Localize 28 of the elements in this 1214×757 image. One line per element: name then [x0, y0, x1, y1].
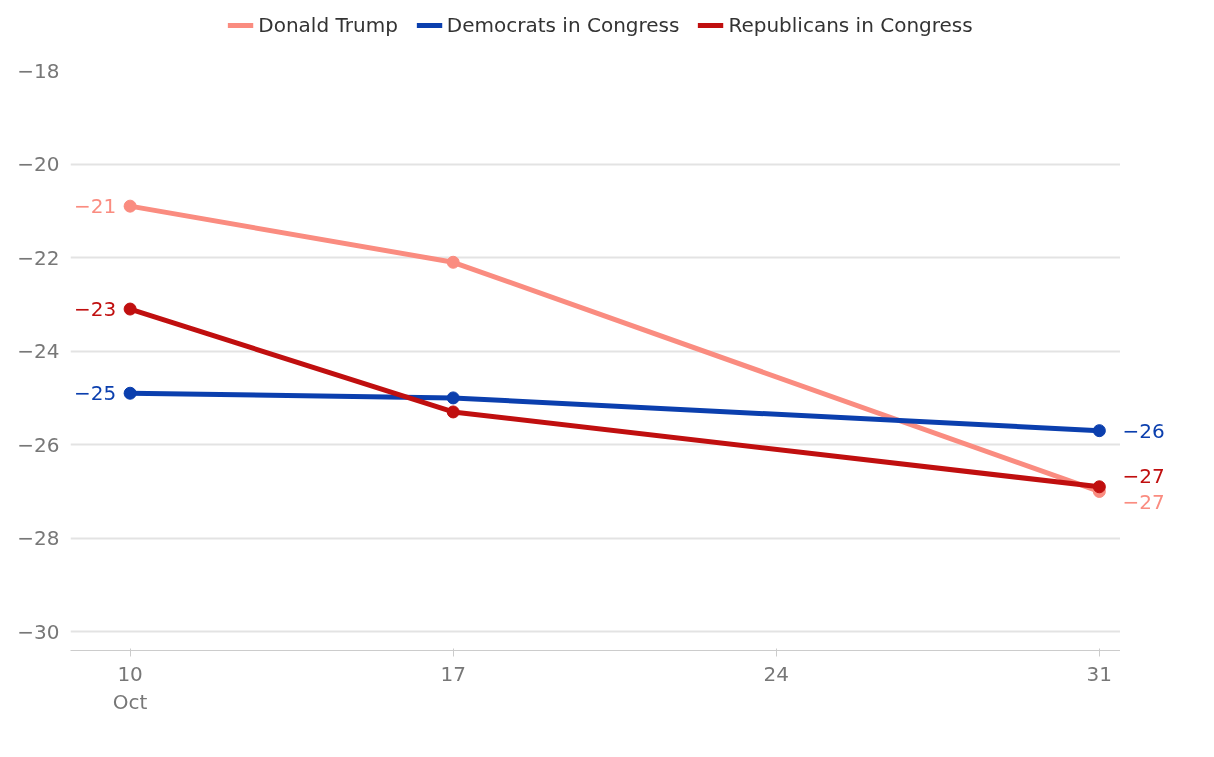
legend-label: Donald Trump [258, 13, 398, 37]
legend-label: Republicans in Congress [728, 13, 973, 37]
y-tick-label: −22 [17, 245, 60, 270]
point [446, 255, 460, 269]
x-tick-label: 17 [440, 661, 466, 686]
x-tick-label: 31 [1086, 661, 1113, 686]
point [123, 386, 137, 400]
point [1092, 424, 1106, 438]
data-label: −25 [73, 381, 117, 406]
y-tick-label: −26 [17, 432, 60, 457]
x-tick-label: 24 [763, 661, 789, 686]
legend-label: Democrats in Congress [446, 13, 680, 37]
y-tick-label: −28 [17, 526, 60, 551]
data-label: −27 [1122, 463, 1165, 488]
point [123, 302, 137, 316]
data-label: −27 [1122, 490, 1165, 515]
point [123, 199, 137, 213]
y-tick-label: −20 [17, 152, 60, 177]
y-tick-label: −30 [17, 619, 60, 644]
point [1092, 480, 1106, 494]
point [446, 391, 460, 405]
data-label: −26 [1122, 418, 1165, 443]
x-tick-label: 10 Oct [112, 661, 148, 715]
data-label: −23 [73, 297, 117, 322]
y-tick-label: −24 [17, 339, 60, 364]
point [446, 405, 460, 419]
y-tick-label: −18 [17, 58, 60, 83]
data-label: −21 [73, 194, 117, 219]
